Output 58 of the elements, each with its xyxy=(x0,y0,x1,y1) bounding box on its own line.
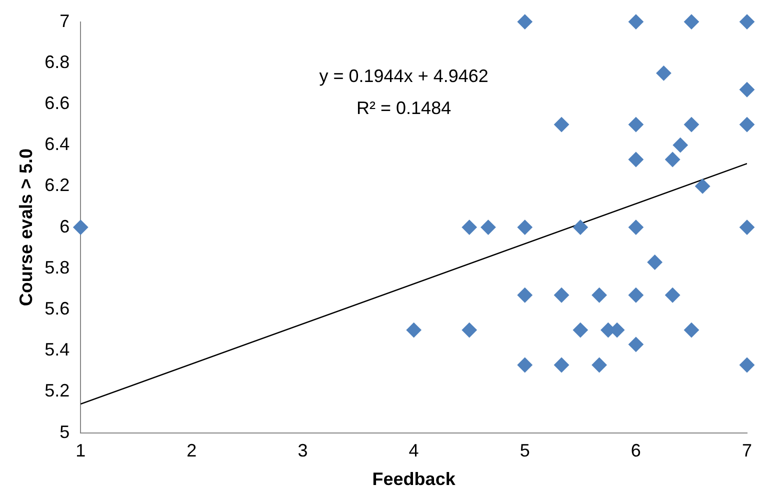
point xyxy=(628,336,644,352)
y-tick-label: 6.4 xyxy=(44,134,70,154)
point xyxy=(740,220,754,235)
point xyxy=(647,254,662,270)
x-axis-title: Feedback xyxy=(372,469,456,490)
point xyxy=(740,117,754,132)
point xyxy=(672,138,688,153)
point xyxy=(628,220,644,235)
point xyxy=(740,82,754,98)
point xyxy=(592,288,607,303)
y-tick-label: 6.2 xyxy=(44,175,70,196)
annotation: R² = 0.1484 xyxy=(356,98,452,118)
point xyxy=(517,14,532,30)
point xyxy=(572,220,588,235)
x-tick-label: 3 xyxy=(298,440,308,461)
x-tick-label: 2 xyxy=(186,440,197,461)
point xyxy=(740,357,754,372)
point xyxy=(684,322,699,338)
x-tick-label: 4 xyxy=(408,440,419,461)
y-tick-label: 5.4 xyxy=(44,340,70,360)
y-tick-label: 5 xyxy=(60,422,70,442)
y-tick-label: 5.6 xyxy=(44,298,70,318)
annotation: y = 0.1944x + 4.9462 xyxy=(319,66,488,86)
point xyxy=(628,152,644,167)
point xyxy=(517,357,532,372)
point xyxy=(480,220,496,235)
point xyxy=(462,220,477,235)
point xyxy=(665,288,680,303)
y-tick-label: 6.8 xyxy=(44,52,70,72)
point xyxy=(695,178,710,194)
point xyxy=(684,117,699,132)
x-tick-label: 5 xyxy=(520,440,530,461)
point xyxy=(517,220,532,235)
point xyxy=(554,288,570,303)
y-tick-label: 5.2 xyxy=(44,380,70,401)
y-tick-label: 6.6 xyxy=(44,92,70,113)
y-axis-title: Course evals > 5.0 xyxy=(16,148,36,306)
point xyxy=(554,117,570,132)
x-tick-label: 1 xyxy=(76,440,86,461)
point xyxy=(665,152,680,167)
x-tick-label: 7 xyxy=(742,440,752,461)
point xyxy=(554,357,570,372)
y-tick-label: 6 xyxy=(60,216,70,236)
point xyxy=(462,322,477,338)
point xyxy=(572,322,588,338)
point xyxy=(656,66,672,81)
point xyxy=(684,14,699,30)
point xyxy=(628,288,644,303)
point xyxy=(406,322,422,338)
point xyxy=(73,220,88,235)
y-tick-label: 7 xyxy=(60,10,70,31)
point xyxy=(517,288,532,303)
point xyxy=(740,14,754,30)
point xyxy=(592,357,607,372)
point xyxy=(628,117,644,132)
y-tick-label: 5.8 xyxy=(44,257,70,278)
x-tick-label: 6 xyxy=(630,440,641,461)
point xyxy=(628,14,644,30)
